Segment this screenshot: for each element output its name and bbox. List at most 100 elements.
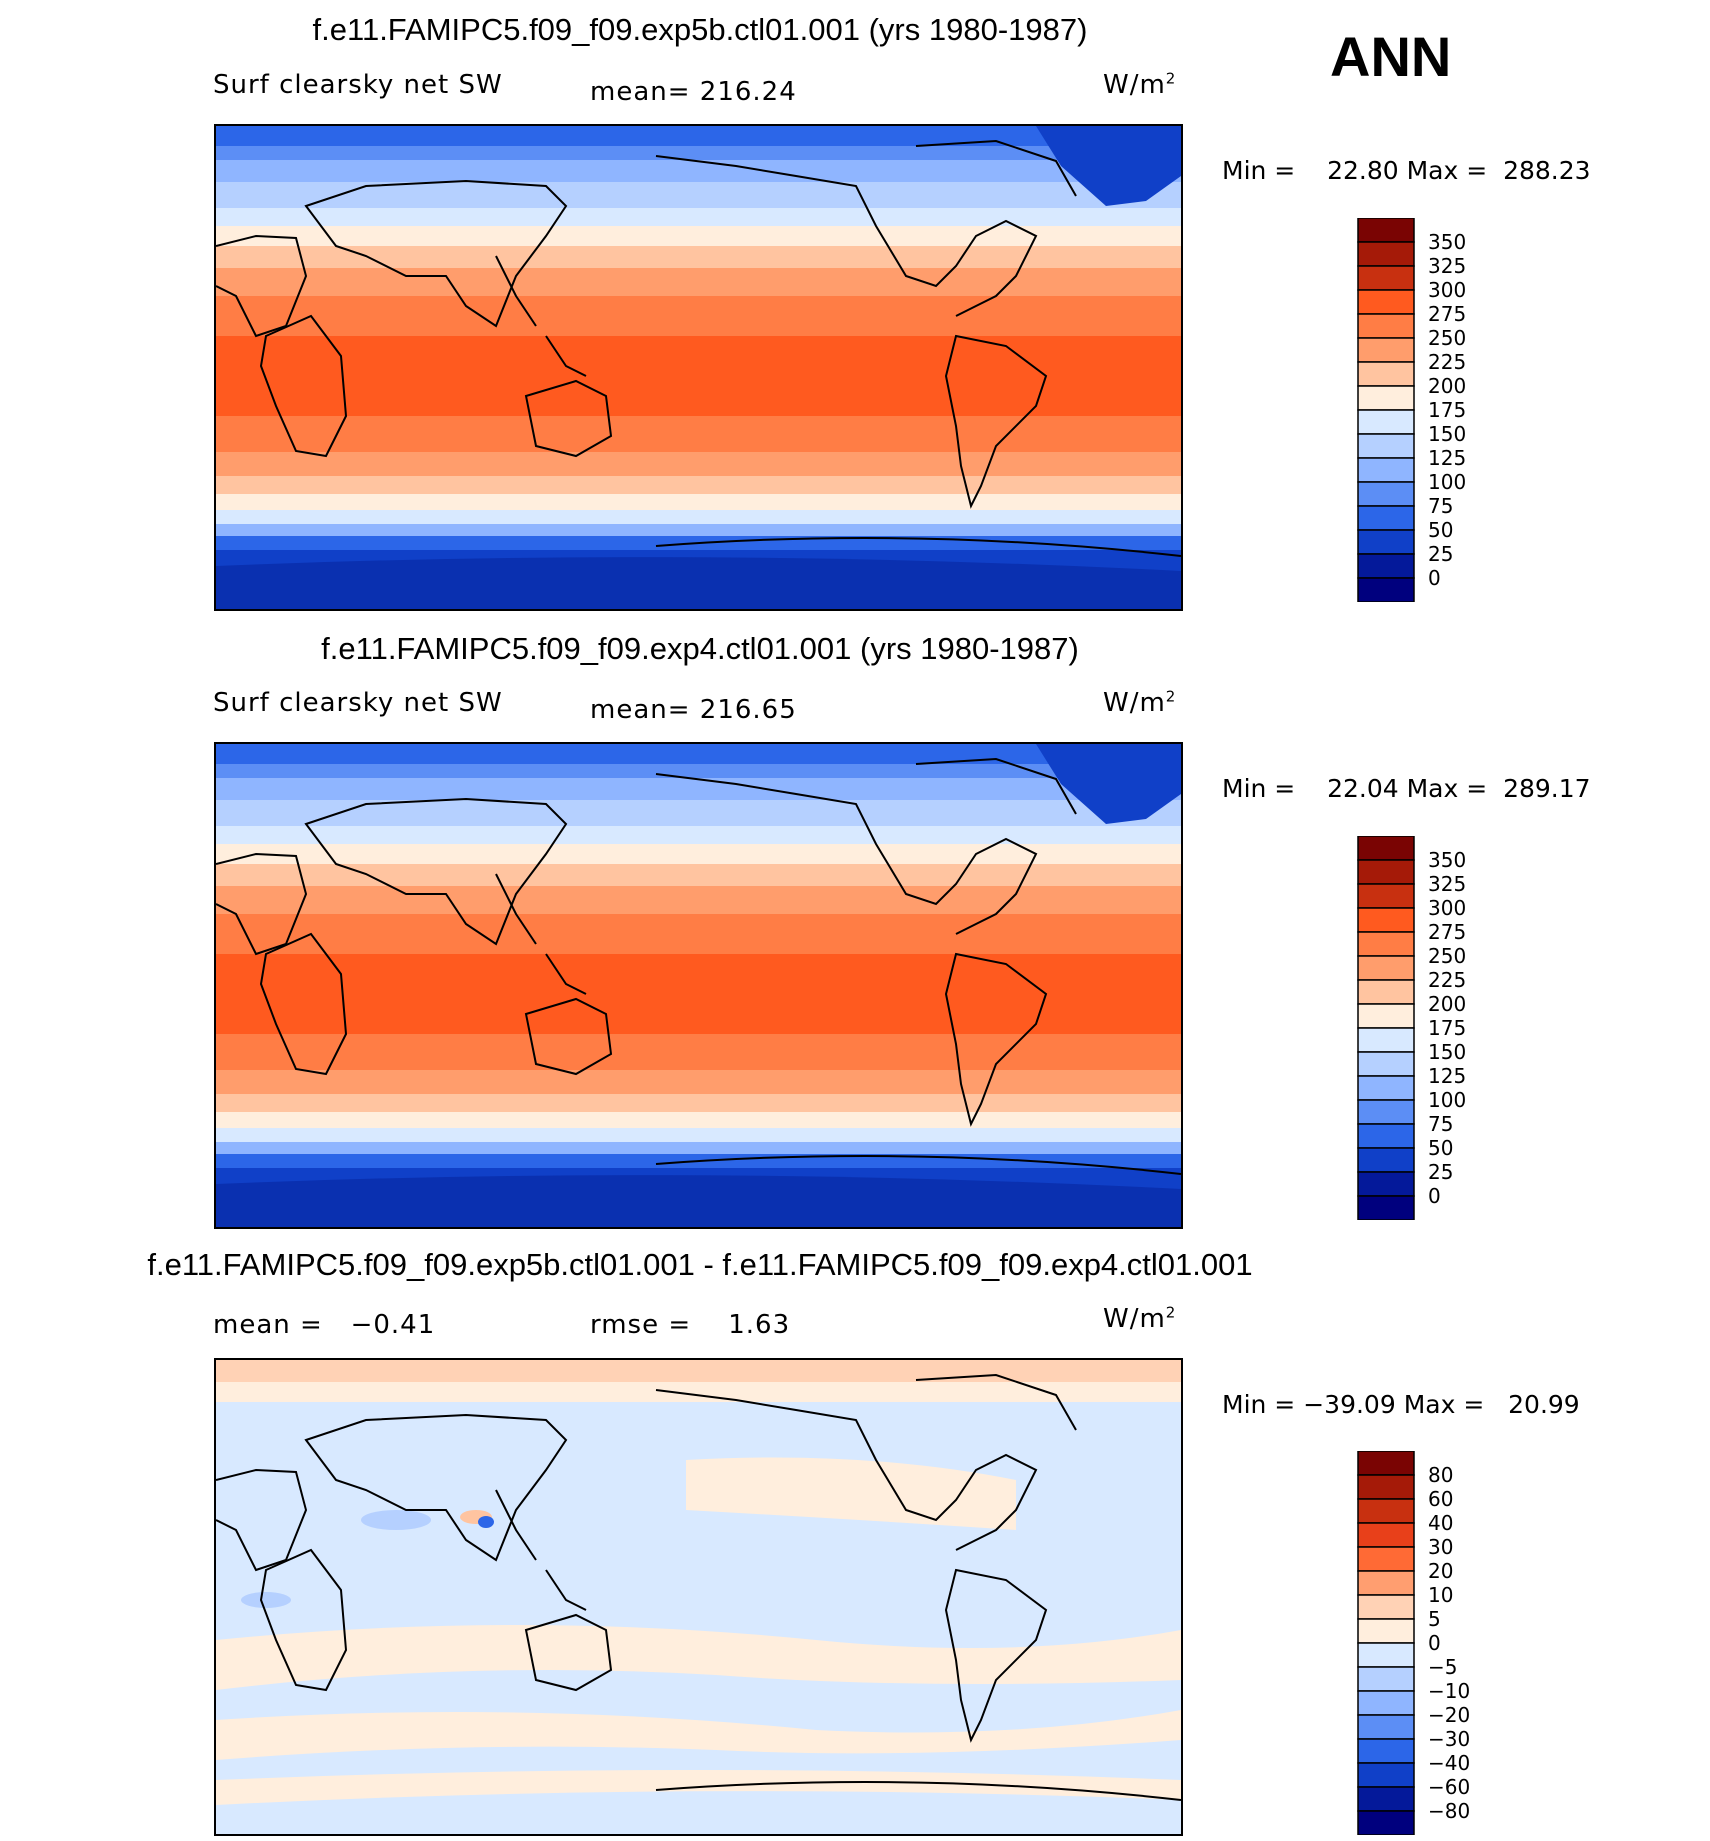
panel3-colorbar-swatch-5 — [1357, 1570, 1415, 1596]
panel3-colorbar-swatch-15 — [1357, 1810, 1415, 1836]
panel2-map — [214, 742, 1183, 1229]
panel3-colorbar-tick-1: 60 — [1428, 1487, 1454, 1511]
panel1-colorbar-swatch-9 — [1357, 433, 1415, 459]
panel2-units: W/m2 — [1103, 687, 1177, 718]
panel3-colorbar-tick-4: 20 — [1428, 1559, 1454, 1583]
panel2-colorbar-tick-6: 200 — [1428, 992, 1467, 1016]
panel1-colorbar-swatch-12 — [1357, 505, 1415, 531]
panel1-colorbar-swatch-15 — [1357, 577, 1415, 603]
panel3-colorbar-swatch-12 — [1357, 1738, 1415, 1764]
panel3-colorbar-tick-9: −10 — [1428, 1679, 1471, 1703]
panel3-rmse: rmse = 1.63 — [590, 1310, 790, 1340]
panel2-field-label: Surf clearsky net SW — [213, 688, 503, 718]
panel3-colorbar-swatch-3 — [1357, 1522, 1415, 1548]
panel2-colorbar-swatch-15 — [1357, 1195, 1415, 1221]
panel3-colorbar-tick-2: 40 — [1428, 1511, 1454, 1535]
panel2-max-value: 289.17 — [1503, 774, 1591, 803]
panel2-title: f.e11.FAMIPC5.f09_f09.exp4.ctl01.001 (yr… — [321, 631, 1079, 666]
panel2-colorbar-swatch-1 — [1357, 859, 1415, 885]
panel3-colorbar-swatch-2 — [1357, 1498, 1415, 1524]
panel1-title: f.e11.FAMIPC5.f09_f09.exp5b.ctl01.001 (y… — [312, 12, 1088, 47]
panel1-colorbar-tick-1: 325 — [1428, 254, 1467, 278]
panel3-colorbar-tick-7: 0 — [1428, 1631, 1441, 1655]
panel3-colorbar-swatch-0 — [1357, 1450, 1415, 1476]
panel2-colorbar-tick-0: 350 — [1428, 848, 1467, 872]
panel3-colorbar-tick-13: −60 — [1428, 1775, 1471, 1799]
panel1-colorbar-tick-8: 150 — [1428, 422, 1467, 446]
panel3-map — [214, 1358, 1183, 1836]
panel2-colorbar-swatch-0 — [1357, 835, 1415, 861]
panel3-colorbar-tick-5: 10 — [1428, 1583, 1454, 1607]
panel1-max-value: 288.23 — [1503, 156, 1591, 185]
panel3-rmse-value: 1.63 — [728, 1310, 791, 1340]
panel3-min-value: −39.09 — [1303, 1390, 1396, 1419]
panel1-field-label: Surf clearsky net SW — [213, 70, 503, 100]
panel1-colorbar-tick-14: 0 — [1428, 566, 1441, 590]
panel2-colorbar-tick-13: 25 — [1428, 1160, 1454, 1184]
panel1-colorbar-swatch-5 — [1357, 337, 1415, 363]
panel2-colorbar-svg — [1357, 835, 1415, 1221]
panel1-max-label: Max = — [1406, 156, 1488, 185]
panel3-colorbar-swatch-4 — [1357, 1546, 1415, 1572]
panel2-max-label: Max = — [1406, 774, 1488, 803]
panel1-colorbar-tick-5: 225 — [1428, 350, 1467, 374]
panel2-colorbar-swatch-13 — [1357, 1147, 1415, 1173]
panel2-colorbar-tick-12: 50 — [1428, 1136, 1454, 1160]
panel3-mean-value: −0.41 — [350, 1310, 436, 1340]
panel3-units: W/m2 — [1103, 1303, 1177, 1334]
panel3-title: f.e11.FAMIPC5.f09_f09.exp5b.ctl01.001 - … — [147, 1247, 1253, 1282]
panel3-colorbar-swatch-10 — [1357, 1690, 1415, 1716]
panel1-colorbar-swatch-7 — [1357, 385, 1415, 411]
panel1-colorbar-swatch-2 — [1357, 265, 1415, 291]
panel2-colorbar-swatch-2 — [1357, 883, 1415, 909]
panel2-colorbar-tick-5: 225 — [1428, 968, 1467, 992]
panel1-minmax: Min = 22.80 Max = 288.23 — [1222, 156, 1591, 185]
panel2-mean: mean= 216.65 — [590, 695, 797, 725]
panel1-units: W/m2 — [1103, 69, 1177, 100]
panel3-colorbar-tick-14: −80 — [1428, 1799, 1471, 1823]
panel2-colorbar-tick-8: 150 — [1428, 1040, 1467, 1064]
panel1-colorbar-swatch-4 — [1357, 313, 1415, 339]
panel3-colorbar-tick-3: 30 — [1428, 1535, 1454, 1559]
panel3-colorbar-tick-10: −20 — [1428, 1703, 1471, 1727]
panel2-colorbar-swatch-12 — [1357, 1123, 1415, 1149]
panel2-colorbar-swatch-8 — [1357, 1027, 1415, 1053]
panel2-colorbar-swatch-6 — [1357, 979, 1415, 1005]
panel2-colorbar-swatch-9 — [1357, 1051, 1415, 1077]
panel1-colorbar-tick-13: 25 — [1428, 542, 1454, 566]
panel3-min-label: Min = — [1222, 1390, 1296, 1419]
panel3-max-value: 20.99 — [1508, 1390, 1580, 1419]
panel1-colorbar-tick-6: 200 — [1428, 374, 1467, 398]
panel2-colorbar-tick-9: 125 — [1428, 1064, 1467, 1088]
panel1-colorbar-swatch-11 — [1357, 481, 1415, 507]
panel1-colorbar-tick-11: 75 — [1428, 494, 1454, 518]
panel1-map-svg — [216, 126, 1181, 609]
panel1-colorbar-swatch-13 — [1357, 529, 1415, 555]
panel3-colorbar-svg — [1357, 1450, 1415, 1836]
panel2-colorbar-swatch-7 — [1357, 1003, 1415, 1029]
panel3-colorbar-swatch-13 — [1357, 1762, 1415, 1788]
panel2-colorbar-tick-2: 300 — [1428, 896, 1467, 920]
panel1-colorbar-swatch-14 — [1357, 553, 1415, 579]
panel2-colorbar — [1357, 835, 1417, 1221]
panel3-colorbar-tick-6: 5 — [1428, 1607, 1441, 1631]
panel2-colorbar-tick-4: 250 — [1428, 944, 1467, 968]
panel3-colorbar-swatch-6 — [1357, 1594, 1415, 1620]
panel2-colorbar-swatch-14 — [1357, 1171, 1415, 1197]
panel1-colorbar-tick-12: 50 — [1428, 518, 1454, 542]
panel1-colorbar-swatch-1 — [1357, 241, 1415, 267]
panel1-colorbar-tick-9: 125 — [1428, 446, 1467, 470]
panel3-colorbar-tick-8: −5 — [1428, 1655, 1458, 1679]
panel1-colorbar-swatch-8 — [1357, 409, 1415, 435]
panel1-colorbar — [1357, 217, 1417, 603]
panel2-colorbar-swatch-11 — [1357, 1099, 1415, 1125]
panel1-colorbar-swatch-10 — [1357, 457, 1415, 483]
panel2-colorbar-tick-10: 100 — [1428, 1088, 1467, 1112]
panel3-colorbar — [1357, 1450, 1417, 1836]
panel2-colorbar-swatch-3 — [1357, 907, 1415, 933]
panel1-colorbar-ticks: 350 325 300 275 250 225 200 175 150 125 100 75 50 25 0 — [1428, 218, 1508, 602]
panel3-colorbar-tick-11: −30 — [1428, 1727, 1471, 1751]
panel3-colorbar-tick-12: −40 — [1428, 1751, 1471, 1775]
panel2-colorbar-ticks: 350 325 300 275 250 225 200 175 150 125 100 75 50 25 0 — [1428, 836, 1508, 1220]
panel1-mean: mean= 216.24 — [590, 77, 797, 107]
